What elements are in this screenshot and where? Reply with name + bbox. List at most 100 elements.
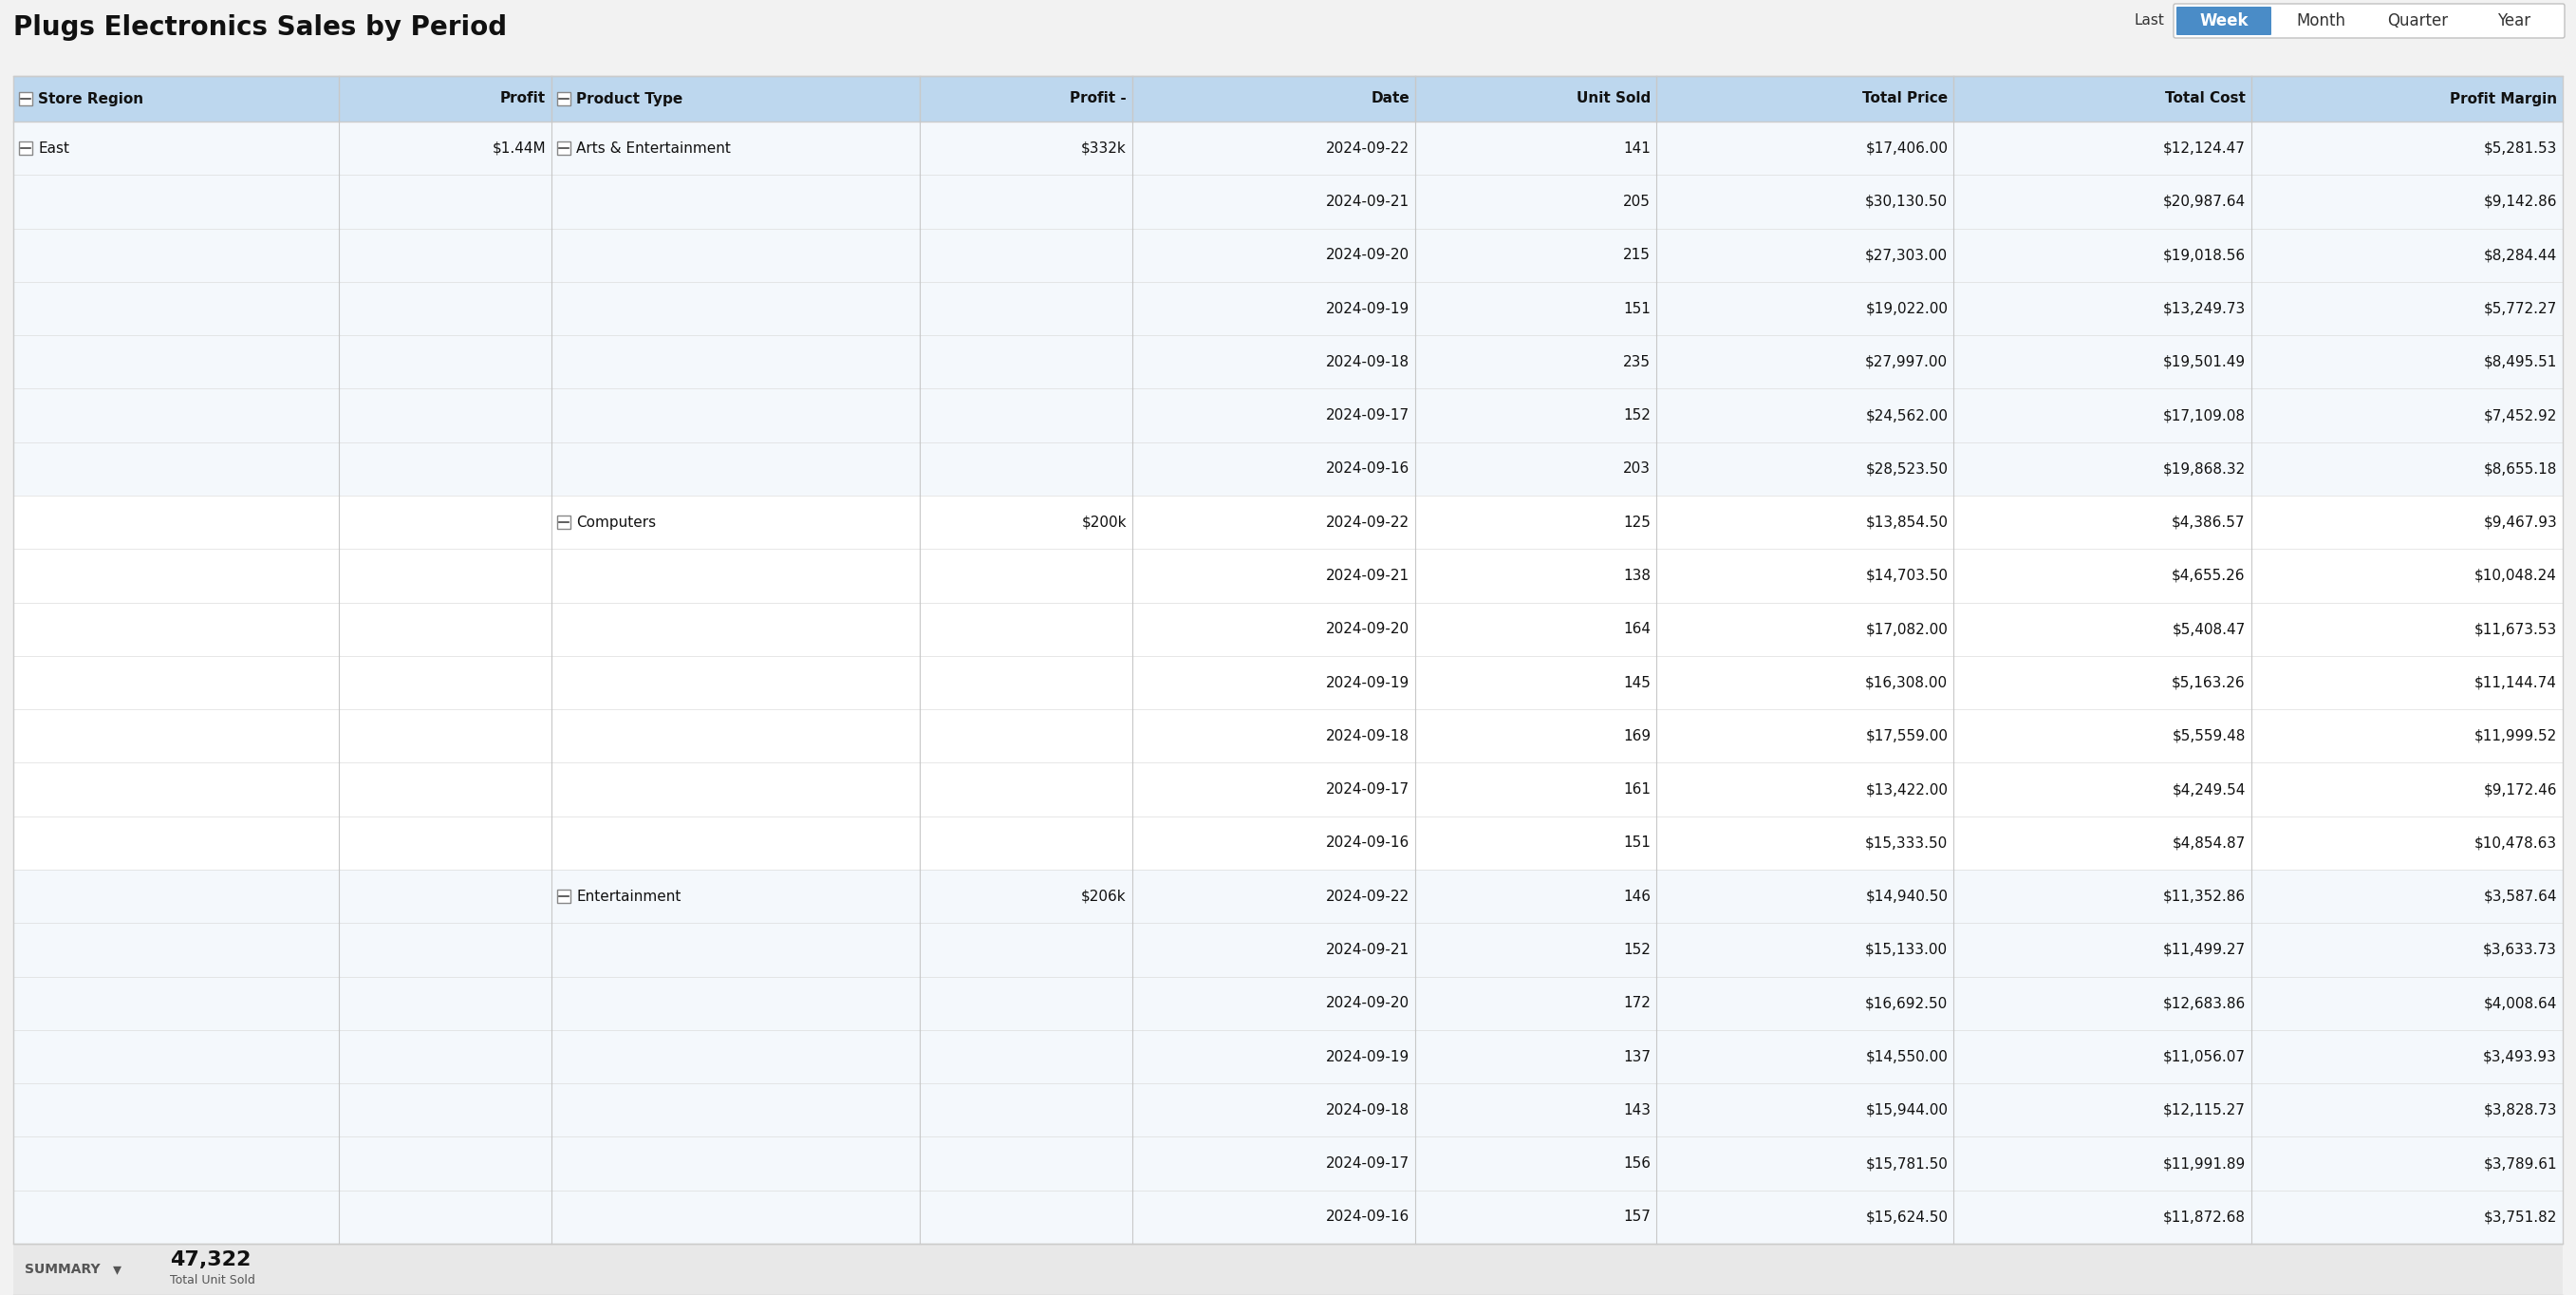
Bar — [13, 122, 2563, 175]
Text: $12,124.47: $12,124.47 — [2164, 141, 2246, 155]
Text: 2024-09-20: 2024-09-20 — [1327, 622, 1409, 636]
Bar — [13, 1137, 2563, 1190]
Text: $27,303.00: $27,303.00 — [1865, 249, 1947, 263]
Text: $19,022.00: $19,022.00 — [1865, 302, 1947, 316]
Text: $4,008.64: $4,008.64 — [2483, 996, 2558, 1010]
Text: $13,249.73: $13,249.73 — [2164, 302, 2246, 316]
Text: 152: 152 — [1623, 408, 1651, 422]
Text: Unit Sold: Unit Sold — [1577, 92, 1651, 106]
Bar — [13, 549, 2563, 602]
Text: $10,048.24: $10,048.24 — [2476, 569, 2558, 583]
Text: Profit Margin: Profit Margin — [2450, 92, 2558, 106]
Text: $13,422.00: $13,422.00 — [1865, 782, 1947, 796]
Bar — [13, 923, 2563, 976]
Text: 2024-09-17: 2024-09-17 — [1327, 408, 1409, 422]
Text: Week: Week — [2200, 13, 2249, 30]
Text: $17,406.00: $17,406.00 — [1865, 141, 1947, 155]
Text: ▾: ▾ — [113, 1261, 121, 1278]
Bar — [556, 141, 569, 155]
Text: 2024-09-17: 2024-09-17 — [1327, 1156, 1409, 1171]
Text: Total Price: Total Price — [1862, 92, 1947, 106]
Text: 172: 172 — [1623, 996, 1651, 1010]
Bar — [13, 763, 2563, 816]
Text: $11,673.53: $11,673.53 — [2473, 622, 2558, 636]
Text: 2024-09-21: 2024-09-21 — [1327, 943, 1409, 957]
Bar — [13, 1190, 2563, 1243]
Text: Profit: Profit — [500, 92, 546, 106]
Text: Plugs Electronics Sales by Period: Plugs Electronics Sales by Period — [13, 14, 507, 41]
Text: $8,655.18: $8,655.18 — [2483, 462, 2558, 477]
Text: 2024-09-16: 2024-09-16 — [1327, 1210, 1409, 1224]
Text: 146: 146 — [1623, 890, 1651, 904]
Text: $4,655.26: $4,655.26 — [2172, 569, 2246, 583]
Text: Profit -: Profit - — [1069, 92, 1126, 106]
Text: 47,322: 47,322 — [170, 1251, 250, 1269]
Text: 157: 157 — [1623, 1210, 1651, 1224]
Text: 125: 125 — [1623, 515, 1651, 530]
Text: 2024-09-19: 2024-09-19 — [1327, 1049, 1409, 1063]
Text: $7,452.92: $7,452.92 — [2483, 408, 2558, 422]
Text: $3,789.61: $3,789.61 — [2483, 1156, 2558, 1171]
Text: $15,333.50: $15,333.50 — [1865, 835, 1947, 850]
Text: $3,587.64: $3,587.64 — [2483, 890, 2558, 904]
Bar — [13, 602, 2563, 655]
Text: Year: Year — [2499, 13, 2532, 30]
Text: Date: Date — [1370, 92, 1409, 106]
Text: 205: 205 — [1623, 194, 1651, 208]
Text: $19,868.32: $19,868.32 — [2164, 462, 2246, 477]
Text: Computers: Computers — [577, 515, 657, 530]
Text: Arts & Entertainment: Arts & Entertainment — [577, 141, 732, 155]
Text: $16,692.50: $16,692.50 — [1865, 996, 1947, 1010]
Text: $8,284.44: $8,284.44 — [2483, 249, 2558, 263]
Text: 152: 152 — [1623, 943, 1651, 957]
Text: SUMMARY: SUMMARY — [26, 1263, 100, 1276]
Text: 151: 151 — [1623, 835, 1651, 850]
Text: $5,772.27: $5,772.27 — [2483, 302, 2558, 316]
Bar — [13, 1243, 2563, 1295]
Text: $9,172.46: $9,172.46 — [2483, 782, 2558, 796]
Text: 235: 235 — [1623, 355, 1651, 369]
Text: $11,144.74: $11,144.74 — [2476, 676, 2558, 690]
Text: $8,495.51: $8,495.51 — [2483, 355, 2558, 369]
Bar — [13, 335, 2563, 388]
Text: 2024-09-18: 2024-09-18 — [1327, 1103, 1409, 1118]
Text: $10,478.63: $10,478.63 — [2476, 835, 2558, 850]
Text: $332k: $332k — [1082, 141, 1126, 155]
Text: Total Unit Sold: Total Unit Sold — [170, 1274, 255, 1287]
Text: 2024-09-22: 2024-09-22 — [1327, 890, 1409, 904]
Text: $14,550.00: $14,550.00 — [1865, 1049, 1947, 1063]
Text: $15,624.50: $15,624.50 — [1865, 1210, 1947, 1224]
Text: $11,499.27: $11,499.27 — [2164, 943, 2246, 957]
FancyBboxPatch shape — [2177, 6, 2272, 35]
Text: $11,999.52: $11,999.52 — [2473, 729, 2558, 743]
Text: 2024-09-19: 2024-09-19 — [1327, 676, 1409, 690]
Bar — [13, 282, 2563, 335]
Text: 137: 137 — [1623, 1049, 1651, 1063]
Text: $30,130.50: $30,130.50 — [1865, 194, 1947, 208]
Text: $5,163.26: $5,163.26 — [2172, 676, 2246, 690]
Bar — [13, 655, 2563, 710]
Text: 2024-09-22: 2024-09-22 — [1327, 141, 1409, 155]
Bar — [13, 976, 2563, 1030]
Bar — [556, 515, 569, 528]
Text: 215: 215 — [1623, 249, 1651, 263]
Text: $206k: $206k — [1082, 890, 1126, 904]
Text: 161: 161 — [1623, 782, 1651, 796]
Bar — [13, 1030, 2563, 1084]
Text: $3,633.73: $3,633.73 — [2483, 943, 2558, 957]
Text: 2024-09-22: 2024-09-22 — [1327, 515, 1409, 530]
Text: Entertainment: Entertainment — [577, 890, 680, 904]
Bar — [13, 816, 2563, 870]
Bar — [13, 1084, 2563, 1137]
Text: $3,828.73: $3,828.73 — [2483, 1103, 2558, 1118]
Text: 2024-09-17: 2024-09-17 — [1327, 782, 1409, 796]
Text: $4,249.54: $4,249.54 — [2172, 782, 2246, 796]
Text: $1.44M: $1.44M — [492, 141, 546, 155]
Text: 2024-09-21: 2024-09-21 — [1327, 194, 1409, 208]
Text: $11,352.86: $11,352.86 — [2164, 890, 2246, 904]
Text: 169: 169 — [1623, 729, 1651, 743]
Bar — [13, 496, 2563, 549]
Text: $28,523.50: $28,523.50 — [1865, 462, 1947, 477]
Bar — [13, 442, 2563, 496]
Text: $24,562.00: $24,562.00 — [1865, 408, 1947, 422]
